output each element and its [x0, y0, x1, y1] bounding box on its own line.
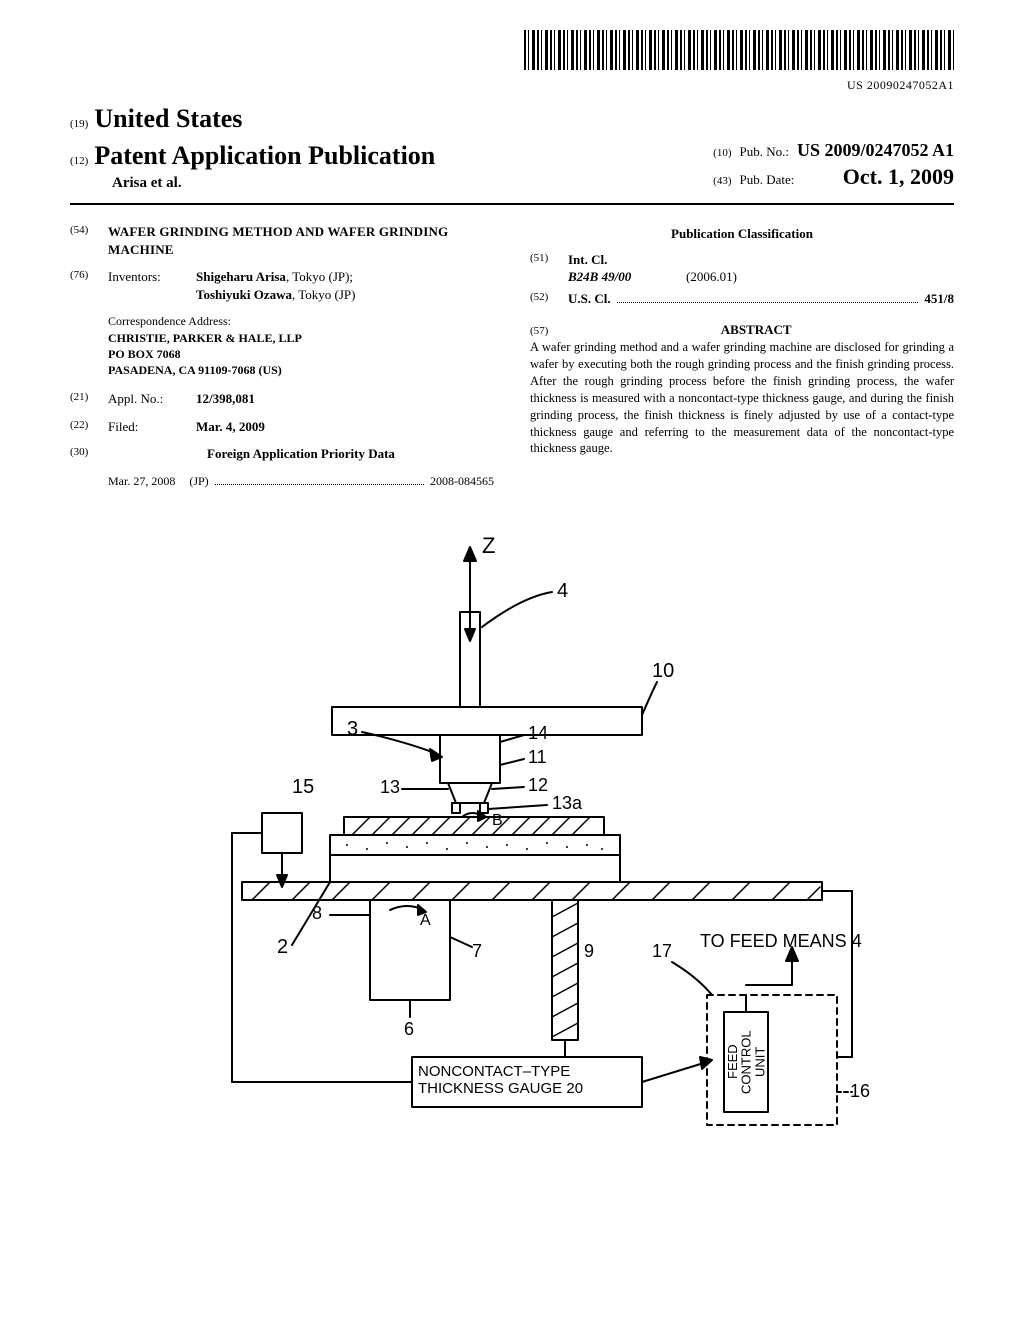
corr-label: Correspondence Address:: [108, 313, 494, 329]
fig-label-z: Z: [482, 533, 495, 558]
fig-label-8: 8: [312, 903, 322, 923]
priority-date: Mar. 27, 2008: [108, 473, 175, 489]
pub-date: Oct. 1, 2009: [843, 162, 954, 192]
pubclass-head: Publication Classification: [530, 225, 954, 243]
filed-date: Mar. 4, 2009: [196, 418, 494, 436]
fig-label-14: 14: [528, 723, 548, 743]
fig-label-11: 11: [528, 747, 547, 767]
filed-label: Filed:: [108, 418, 186, 436]
fig-to-feed: TO FEED MEANS 4: [700, 931, 862, 951]
appl-label: Appl. No.:: [108, 390, 186, 408]
inventor-2-name: Toshiyuki Ozawa: [196, 287, 292, 302]
correspondence-address: Correspondence Address: CHRISTIE, PARKER…: [108, 313, 494, 378]
corr-firm: CHRISTIE, PARKER & HALE, LLP: [108, 330, 494, 346]
pub-date-label: Pub. Date:: [739, 171, 794, 189]
inventors-code: (76): [70, 268, 98, 283]
country: United States: [94, 101, 242, 136]
fig-label-13: 13: [380, 777, 400, 797]
dotted-leader: [617, 302, 919, 303]
code-43: (43): [713, 174, 731, 189]
intcl-class: B24B 49/00: [568, 268, 678, 286]
uscl-value: 451/8: [924, 290, 954, 308]
priority-country: (JP): [189, 473, 208, 489]
authors: Arisa et al.: [112, 173, 435, 193]
fig-label-7: 7: [472, 941, 482, 961]
intcl-year: (2006.01): [686, 268, 737, 286]
fig-feed-box: FEED CONTROL UNIT: [726, 1014, 766, 1110]
intcl-code: (51): [530, 251, 558, 266]
fig-label-9: 9: [584, 941, 594, 961]
inventors-label: Inventors:: [108, 268, 186, 286]
priority-head: Foreign Application Priority Data: [108, 445, 494, 463]
code-10: (10): [713, 146, 731, 161]
code-12: (12): [70, 154, 88, 169]
pub-type: Patent Application Publication: [94, 138, 435, 173]
barcode-text: US 20090247052A1: [70, 77, 954, 93]
fig-label-2: 2: [277, 936, 288, 958]
left-column: (54) WAFER GRINDING METHOD AND WAFER GRI…: [70, 223, 494, 489]
abstract-code: (57): [530, 324, 548, 339]
barcode: [524, 30, 954, 70]
appl-code: (21): [70, 390, 98, 405]
code-19: (19): [70, 117, 88, 132]
fig-label-6: 6: [404, 1019, 414, 1039]
fig-label-3: 3: [347, 718, 358, 740]
dotted-leader: [215, 484, 424, 485]
fig-label-12: 12: [528, 775, 548, 795]
title-code: (54): [70, 223, 98, 238]
fig-label-a: A: [420, 912, 431, 929]
priority-code: (30): [70, 445, 98, 460]
inventor-1-name: Shigeharu Arisa: [196, 269, 286, 284]
uscl-label: U.S. Cl.: [568, 290, 611, 308]
right-column: Publication Classification (51) Int. Cl.…: [530, 223, 954, 489]
uscl-code: (52): [530, 290, 558, 305]
filed-code: (22): [70, 418, 98, 433]
abstract-text: A wafer grinding method and a wafer grin…: [530, 339, 954, 457]
inventor-2-loc: , Tokyo (JP): [292, 287, 356, 302]
fig-label-17: 17: [652, 941, 672, 961]
divider: [70, 203, 954, 205]
header: (19) United States (12) Patent Applicati…: [70, 101, 954, 193]
fig-label-16: 16: [850, 1081, 870, 1101]
pub-no: US 2009/0247052 A1: [797, 138, 954, 162]
abstract-head: ABSTRACT: [558, 321, 954, 339]
invention-title: WAFER GRINDING METHOD AND WAFER GRINDING…: [108, 223, 494, 258]
fig-label-4: 4: [557, 580, 568, 602]
corr-box: PO BOX 7068: [108, 346, 494, 362]
fig-label-13a: 13a: [552, 793, 583, 813]
inventor-1-loc: , Tokyo (JP);: [286, 269, 353, 284]
fig-label-10: 10: [652, 660, 674, 682]
fig-gauge-box: NONCONTACT–TYPE THICKNESS GAUGE 20: [418, 1063, 636, 1098]
appl-no: 12/398,081: [196, 390, 494, 408]
inventors-list: Shigeharu Arisa, Tokyo (JP); Toshiyuki O…: [196, 268, 494, 303]
corr-city: PASADENA, CA 91109-7068 (US): [108, 362, 494, 378]
priority-no: 2008-084565: [430, 473, 494, 489]
priority-row: Mar. 27, 2008 (JP) 2008-084565: [108, 473, 494, 489]
intcl-label: Int. Cl.: [568, 251, 954, 269]
patent-figure: Z 4 10 3 14 11 12 13 15: [152, 517, 872, 1157]
pub-no-label: Pub. No.:: [739, 143, 788, 161]
fig-label-15: 15: [292, 776, 314, 798]
